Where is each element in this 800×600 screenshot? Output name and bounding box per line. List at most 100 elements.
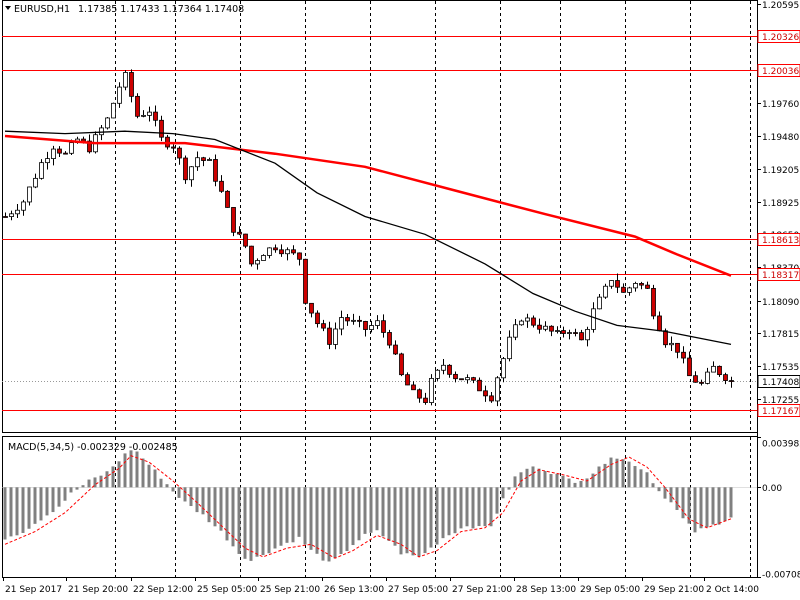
- dropdown-triangle-icon[interactable]: [5, 6, 11, 10]
- candle-up: [429, 378, 434, 403]
- candle-down: [579, 332, 584, 341]
- macd-bar: [591, 473, 595, 488]
- candle-down: [363, 320, 368, 330]
- macd-bar: [339, 487, 343, 555]
- macd-tick-label: -0.007088: [762, 571, 800, 581]
- macd-bar: [717, 487, 721, 525]
- price-tick-label: 1.17255: [762, 396, 799, 406]
- candle-up: [495, 377, 500, 402]
- time-tick-label: 27 Sep 21:00: [452, 585, 512, 595]
- candle-up: [189, 166, 194, 181]
- macd-header: MACD(5,34,5) -0.002329 -0.002485: [8, 442, 178, 453]
- macd-bar: [513, 476, 517, 488]
- macd-bar: [429, 487, 433, 548]
- candle-up: [207, 159, 212, 161]
- level-label: 1.17167: [762, 407, 799, 417]
- candle-down: [489, 395, 494, 402]
- candle-up: [567, 332, 572, 334]
- macd-bar: [693, 487, 697, 533]
- macd-bar: [393, 487, 397, 546]
- candle-up: [105, 117, 110, 129]
- candle-down: [675, 342, 680, 353]
- macd-bar: [129, 450, 133, 488]
- macd-bar: [627, 461, 631, 488]
- candle-up: [507, 336, 512, 360]
- candle-down: [213, 159, 218, 182]
- candle-down: [321, 323, 326, 329]
- macd-bar: [87, 479, 91, 488]
- macd-bar: [459, 487, 463, 529]
- candle-up: [351, 319, 356, 322]
- macd-bar: [219, 487, 223, 531]
- candle-up: [15, 209, 20, 215]
- candle-up: [141, 114, 146, 117]
- macd-bar: [81, 485, 85, 488]
- candle-down: [405, 374, 410, 386]
- candle-down: [681, 351, 686, 359]
- macd-bar: [501, 487, 505, 499]
- macd-tick-label: 0.00: [762, 484, 782, 494]
- macd-bar: [369, 487, 373, 533]
- candle-down: [135, 95, 140, 117]
- horizontal-levels: [2, 36, 757, 411]
- macd-bar: [243, 487, 247, 559]
- candle-up: [669, 342, 674, 346]
- macd-bar: [573, 482, 577, 488]
- macd-bar: [285, 487, 289, 543]
- candle-up: [123, 72, 128, 88]
- macd-bar: [423, 487, 427, 554]
- candle-down: [387, 332, 392, 346]
- candle-down: [129, 72, 134, 97]
- macd-bar: [69, 487, 73, 493]
- time-tick-label: 29 Sep 21:00: [644, 585, 704, 595]
- candle-down: [453, 373, 458, 380]
- macd-bar: [681, 487, 685, 519]
- candle-up: [69, 142, 74, 154]
- candle-up: [195, 157, 200, 168]
- ohlc-values: 1.17385 1.17433 1.17364 1.17408: [78, 4, 244, 15]
- candle-down: [183, 157, 188, 181]
- candle-up: [591, 308, 596, 330]
- candle-down: [693, 375, 698, 383]
- macd-bar: [327, 487, 331, 562]
- candle-up: [609, 280, 614, 287]
- macd-bar: [447, 487, 451, 536]
- macd-bar: [249, 487, 253, 561]
- time-tick-label: 2 Oct 14:00: [706, 585, 759, 595]
- macd-bar: [321, 487, 325, 561]
- macd-bar: [663, 487, 667, 499]
- candle-down: [3, 216, 8, 218]
- macd-bar: [3, 487, 7, 540]
- candle-down: [549, 325, 554, 332]
- price-tick-label: 1.18925: [762, 199, 799, 209]
- time-tick-label: 21 Sep 2017: [5, 585, 62, 595]
- macd-bar: [555, 473, 559, 488]
- candle-up: [513, 324, 518, 338]
- macd-bar: [597, 466, 601, 488]
- price-tick-label: 1.18090: [762, 298, 799, 308]
- macd-bar: [159, 478, 163, 488]
- candle-up: [501, 358, 506, 379]
- candle-up: [519, 320, 524, 326]
- symbol-timeframe: EURUSD,H1: [14, 4, 70, 15]
- candle-down: [723, 374, 728, 381]
- macd-bar: [567, 478, 571, 488]
- macd-bar: [549, 474, 553, 488]
- price-tick-label: 1.17815: [762, 330, 799, 340]
- current-price-marker: 1.17408: [757, 375, 800, 388]
- time-tick-label: 21 Sep 20:00: [68, 585, 128, 595]
- macd-bar: [153, 469, 157, 488]
- ma-fast-line: [4, 130, 732, 346]
- macd-bar: [9, 487, 13, 537]
- candle-down: [417, 389, 422, 399]
- macd-bar: [471, 487, 475, 529]
- level-label-box: [757, 30, 800, 43]
- macd-bar: [441, 487, 445, 539]
- macd-bar: [195, 487, 199, 513]
- macd-bar: [435, 487, 439, 545]
- candle-down: [345, 317, 350, 322]
- time-axis-ticks: 21 Sep 2017 21 Sep 20:00 22 Sep 12:00 25 Se…: [3, 577, 759, 595]
- macd-bar: [633, 466, 637, 488]
- macd-bar: [723, 487, 727, 522]
